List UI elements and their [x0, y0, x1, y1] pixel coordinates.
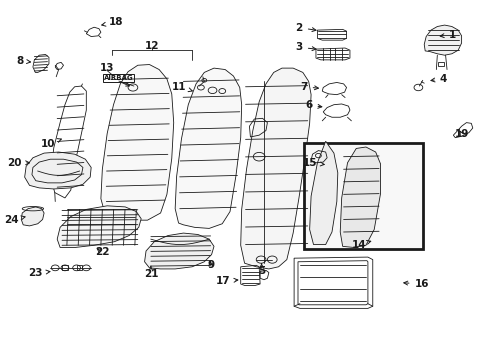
Text: 16: 16 — [403, 279, 428, 289]
Text: 21: 21 — [143, 266, 158, 279]
Text: 19: 19 — [453, 129, 468, 139]
Text: 8: 8 — [17, 56, 30, 66]
Text: 22: 22 — [95, 247, 109, 257]
Text: 23: 23 — [29, 268, 50, 278]
Text: 17: 17 — [215, 276, 237, 286]
Text: 15: 15 — [302, 158, 324, 168]
Text: 2: 2 — [295, 23, 315, 33]
Text: 20: 20 — [7, 158, 29, 168]
Text: 11: 11 — [171, 82, 192, 92]
Text: 9: 9 — [206, 260, 214, 270]
Text: 14: 14 — [351, 239, 370, 249]
Polygon shape — [101, 64, 173, 220]
Polygon shape — [240, 68, 310, 269]
Polygon shape — [309, 141, 337, 244]
Polygon shape — [175, 68, 241, 228]
Text: 13: 13 — [100, 63, 114, 73]
Text: 6: 6 — [305, 100, 321, 111]
Polygon shape — [21, 207, 44, 226]
Text: 12: 12 — [145, 41, 159, 50]
Text: 7: 7 — [300, 82, 318, 92]
Polygon shape — [144, 233, 214, 269]
Polygon shape — [424, 25, 461, 55]
Text: 3: 3 — [295, 42, 315, 52]
Text: AIRBAG: AIRBAG — [104, 75, 133, 81]
Text: 10: 10 — [41, 139, 61, 149]
Text: 24: 24 — [4, 215, 25, 225]
Polygon shape — [24, 152, 91, 189]
Text: 1: 1 — [439, 30, 455, 40]
Text: 18: 18 — [102, 17, 123, 27]
Text: 5: 5 — [258, 264, 264, 276]
FancyBboxPatch shape — [303, 143, 422, 249]
Polygon shape — [57, 206, 141, 247]
Polygon shape — [340, 147, 380, 247]
Text: 4: 4 — [430, 74, 446, 84]
